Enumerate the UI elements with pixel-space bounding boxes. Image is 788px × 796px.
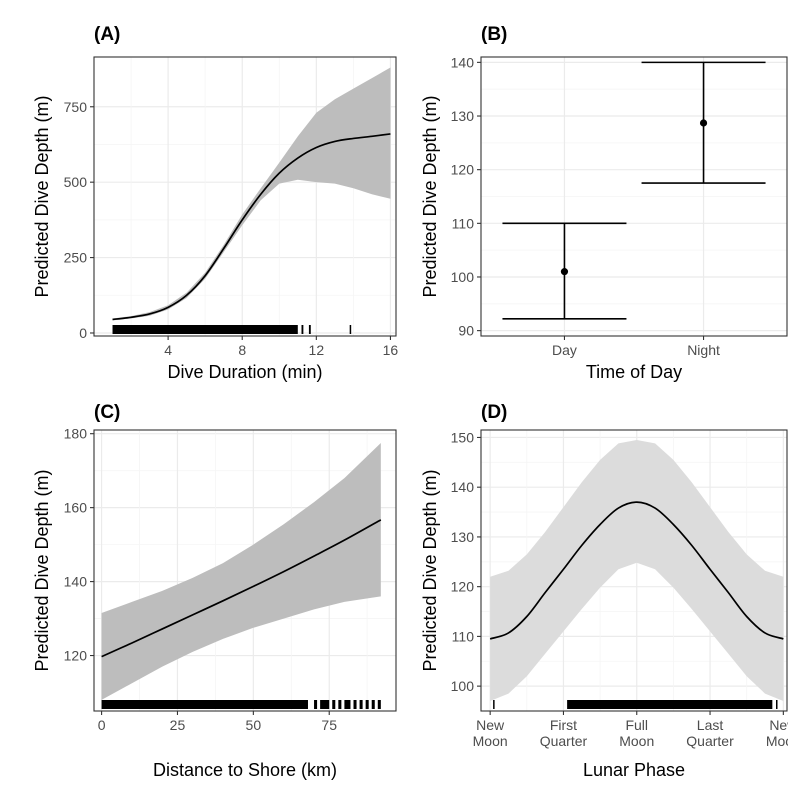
y-tick-label: 140 xyxy=(451,479,475,495)
fitted-line xyxy=(489,501,784,640)
rug-mark xyxy=(359,700,363,709)
x-axis-title: Time of Day xyxy=(586,362,682,382)
y-tick-label: 180 xyxy=(64,426,88,442)
point-estimate xyxy=(560,268,569,276)
fitted-line xyxy=(101,519,382,658)
y-tick-label: 120 xyxy=(451,162,475,178)
x-tick-label: Full xyxy=(625,717,648,733)
marks xyxy=(502,61,766,320)
confidence-band xyxy=(112,67,391,321)
panel-label: (C) xyxy=(94,402,120,423)
errorbar-night xyxy=(641,61,766,184)
panel-border xyxy=(480,429,788,712)
y-tick-label: 150 xyxy=(451,429,475,445)
y-tick-label: 90 xyxy=(458,323,474,339)
panel-label: (D) xyxy=(481,402,507,423)
y-axis-title: Predicted Dive Depth (m) xyxy=(32,95,52,297)
rug xyxy=(101,700,381,709)
y-tick-label: 130 xyxy=(451,529,475,545)
fitted-line xyxy=(112,133,391,321)
rug-mark xyxy=(493,700,495,709)
rug-mark xyxy=(344,700,351,709)
panel-border xyxy=(93,56,397,337)
point-estimate xyxy=(699,119,708,127)
x-axis-title: Distance to Shore (km) xyxy=(153,760,337,780)
marks xyxy=(101,442,382,709)
rug-mark xyxy=(314,700,318,709)
rug-mark xyxy=(338,700,342,709)
x-tick-label: New xyxy=(769,717,788,733)
y-axis-title: Predicted Dive Depth (m) xyxy=(420,95,440,297)
x-tick-label: Moon xyxy=(619,733,654,749)
panel-label: (B) xyxy=(481,24,507,45)
panel-b: 90 100 110 120 130 140 Day Night Time of Day Pred… xyxy=(420,24,788,382)
x-axis-title: Lunar Phase xyxy=(583,760,685,780)
y-tick-label: 160 xyxy=(64,500,88,516)
marks xyxy=(112,67,391,334)
x-tick-label: Moon xyxy=(766,733,788,749)
x-tick-label: 0 xyxy=(98,717,106,733)
y-tick-label: 750 xyxy=(64,99,88,115)
rug-mark xyxy=(301,325,304,334)
x-tick-label: New xyxy=(476,717,505,733)
y-tick-label: 110 xyxy=(452,628,475,644)
rug-mark xyxy=(776,700,778,709)
y-tick-label: 120 xyxy=(64,648,88,664)
rug xyxy=(493,700,778,709)
x-tick-label: 25 xyxy=(170,717,186,733)
x-tick-label: 8 xyxy=(238,342,246,358)
confidence-band xyxy=(101,442,381,700)
y-tick-label: 500 xyxy=(64,174,88,190)
y-tick-label: 140 xyxy=(64,574,88,590)
x-tick-label: 4 xyxy=(164,342,172,358)
grid xyxy=(94,57,396,336)
x-axis-title: Dive Duration (min) xyxy=(167,362,322,382)
x-tick-label: Day xyxy=(552,342,577,358)
rug-mark xyxy=(365,700,369,709)
panel-d: 100110120130140150NewMoonFirstQuarterFul… xyxy=(420,402,788,780)
panel-label: (A) xyxy=(94,24,120,45)
rug-mark xyxy=(349,325,352,334)
y-tick-label: 250 xyxy=(64,250,88,266)
y-tick-label: 130 xyxy=(451,108,475,124)
y-tick-label: 0 xyxy=(79,325,87,341)
x-tick-label: Quarter xyxy=(686,733,734,749)
x-tick-label: Night xyxy=(687,342,720,358)
rug-mark xyxy=(308,325,311,334)
x-tick-label: Quarter xyxy=(540,733,588,749)
rug-mark xyxy=(567,700,773,709)
rug-mark xyxy=(353,700,357,709)
x-tick-label: 75 xyxy=(321,717,337,733)
x-tick-label: First xyxy=(550,717,577,733)
rug-mark xyxy=(377,700,381,709)
y-tick-label: 120 xyxy=(451,579,475,595)
panel-border xyxy=(93,429,397,712)
y-axis-title: Predicted Dive Depth (m) xyxy=(32,469,52,671)
panel-c: 120 140 160 180 0 25 50 75 Distance to Shore (km… xyxy=(32,402,397,780)
rug-mark xyxy=(101,700,308,709)
panel-a: 0 250 500 750 4 8 12 16 Dive Duration (min) Predi… xyxy=(32,24,398,382)
y-tick-label: 140 xyxy=(451,54,475,70)
confidence-band xyxy=(490,439,784,702)
x-tick-label: 12 xyxy=(309,342,325,358)
y-axis-title: Predicted Dive Depth (m) xyxy=(420,469,440,671)
rug-mark xyxy=(320,700,330,709)
y-tick-label: 110 xyxy=(452,215,475,231)
errorbar-day xyxy=(502,222,627,320)
rug-mark xyxy=(371,700,375,709)
x-tick-label: Last xyxy=(697,717,724,733)
x-tick-label: 50 xyxy=(246,717,262,733)
marks xyxy=(489,439,784,709)
x-tick-label: 16 xyxy=(383,342,399,358)
rug-mark xyxy=(112,325,298,334)
rug-mark xyxy=(332,700,336,709)
rug xyxy=(112,325,352,334)
y-tick-label: 100 xyxy=(451,269,475,285)
panel-border xyxy=(480,56,788,337)
y-tick-label: 100 xyxy=(451,678,475,694)
x-tick-label: Moon xyxy=(473,733,508,749)
